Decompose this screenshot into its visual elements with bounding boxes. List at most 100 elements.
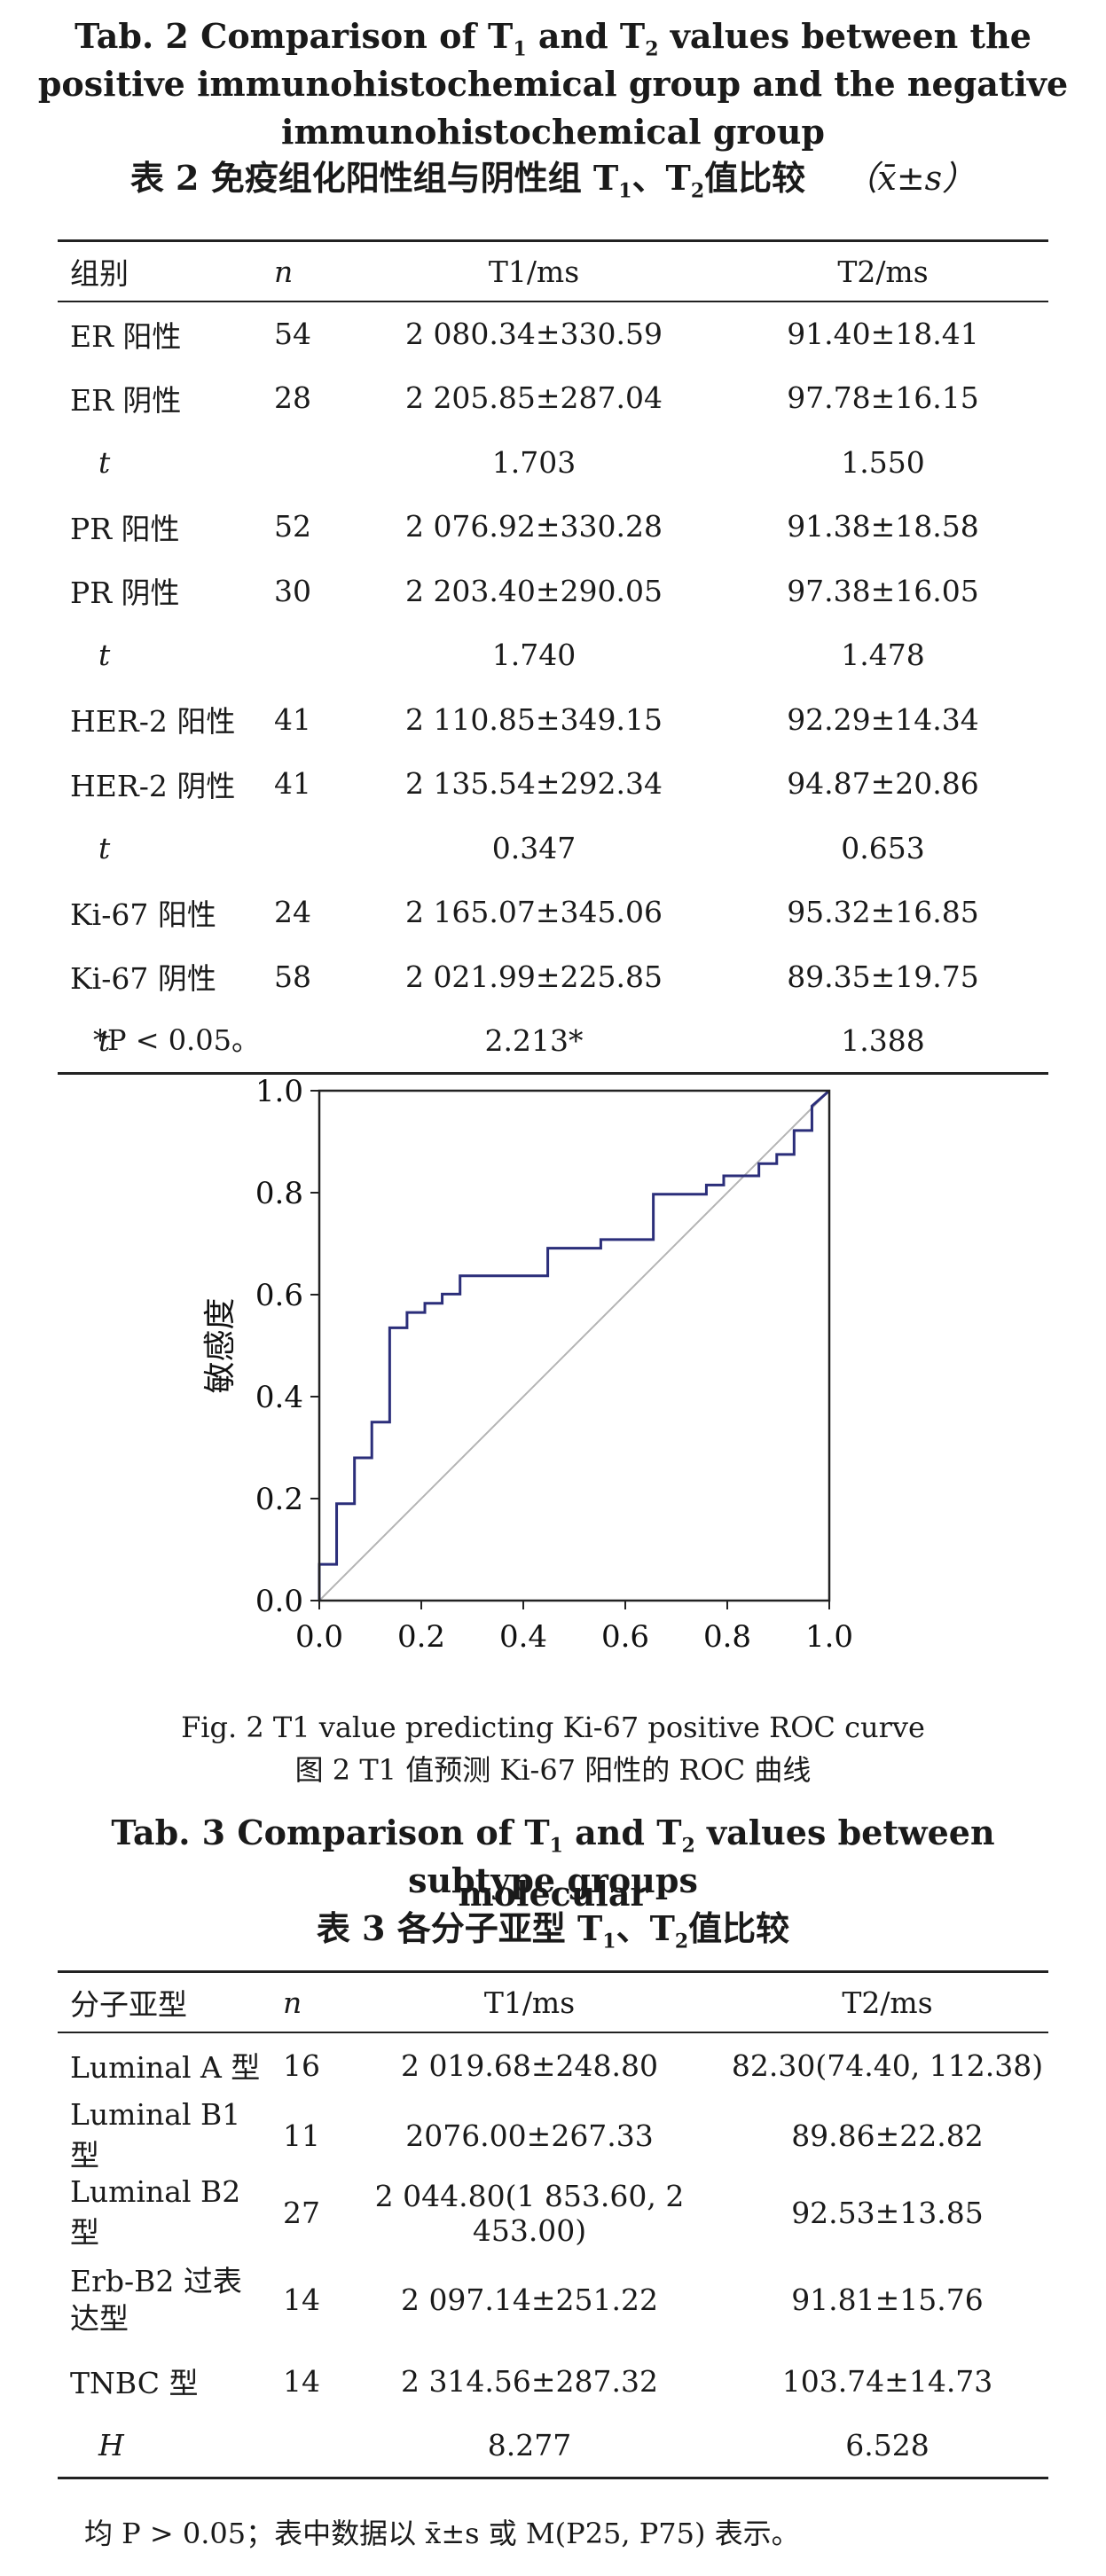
table3-cell-t1: 2076.00±267.33 bbox=[405, 2118, 654, 2153]
table2-cell-t1: 2.213* bbox=[484, 1022, 584, 1058]
roc-chart: 0.00.20.40.60.81.00.00.20.40.60.81.01-特异… bbox=[202, 1074, 851, 1655]
figure2-caption-zh: 图 2 T1 值预测 Ki-67 阳性的 ROC 曲线 bbox=[294, 1753, 812, 1787]
table2-footnote: *P < 0.05。 bbox=[93, 1023, 260, 1057]
table2-row: Ki-67 阳性 24 2 165.07±345.06 95.32±16.85 bbox=[58, 881, 1048, 945]
table3-footnote: 均 P > 0.05；表中数据以 x̄±s 或 M(P25, P75) 表示。 bbox=[84, 2517, 800, 2550]
table2-row: ER 阴性 28 2 205.85±287.04 97.78±16.15 bbox=[58, 366, 1048, 431]
roc-y-tick-label: 0.2 bbox=[255, 1482, 303, 1517]
table3-caption-en-line1: Tab. 3 Comparison of T1 and T2 values be… bbox=[111, 1813, 995, 1914]
roc-y-tick-label: 1.0 bbox=[255, 1074, 303, 1109]
table3-row: Luminal B1 型 11 2076.00±267.33 89.86±22.82 bbox=[58, 2097, 1048, 2174]
table2-cell-group: PR 阴性 bbox=[70, 575, 180, 611]
table2-cell-group: Ki-67 阳性 bbox=[70, 897, 216, 932]
table3-cell-t2: 91.81±15.76 bbox=[791, 2282, 984, 2318]
table2-cell-group: t bbox=[98, 1022, 111, 1058]
table2-cell-group: t bbox=[98, 830, 111, 865]
table2-cell-t2: 1.478 bbox=[841, 638, 925, 673]
roc-x-tick-label: 0.8 bbox=[703, 1619, 751, 1655]
table2-cell-t2: 97.78±16.15 bbox=[787, 380, 979, 416]
table2-caption-stat: （x̄±s） bbox=[843, 159, 977, 198]
table3-cell-group: Erb-B2 过表达型 bbox=[70, 2263, 242, 2336]
roc-x-tick-label: 0.2 bbox=[397, 1619, 445, 1655]
roc-x-tick-label: 0.0 bbox=[295, 1619, 343, 1655]
table2-row: Ki-67 阴性 58 2 021.99±225.85 89.35±19.75 bbox=[58, 944, 1048, 1009]
table3-header-t2: T2/ms bbox=[842, 1985, 933, 2020]
table3-cell-t1: 2 314.56±287.32 bbox=[400, 2363, 659, 2399]
table2-cell-t1: 0.347 bbox=[491, 830, 577, 865]
table2-cell-t1: 2 203.40±290.05 bbox=[404, 573, 663, 608]
table2-cell-group: ER 阴性 bbox=[70, 382, 182, 418]
table2-caption-zh: 表 2 免疫组化阳性组与阴性组 T1、T2值比较 （x̄±s） bbox=[129, 158, 977, 203]
table3-cell-group: H bbox=[98, 2427, 124, 2462]
table3-cell-t2: 103.74±14.73 bbox=[781, 2363, 993, 2399]
table3-cell-t2: 82.30(74.40, 112.38) bbox=[731, 2047, 1044, 2083]
table3-cell-t1: 2 097.14±251.22 bbox=[400, 2282, 659, 2318]
table3-cell-n: 14 bbox=[283, 2282, 320, 2318]
table3-caption-zh: 表 3 各分子亚型 T1、T2值比较 bbox=[316, 1908, 790, 1954]
table2-row: PR 阴性 30 2 203.40±290.05 97.38±16.05 bbox=[58, 559, 1048, 623]
table2-header-group: 组别 bbox=[70, 256, 129, 291]
roc-y-tick-label: 0.6 bbox=[255, 1278, 303, 1313]
table3-row: H 8.277 6.528 bbox=[58, 2414, 1048, 2478]
table3-row: Luminal B2 型 27 2 044.80(1 853.60, 2 453.0… bbox=[58, 2174, 1048, 2251]
table2-cell-t1: 2 135.54±292.34 bbox=[404, 766, 663, 802]
table3-header-n: n bbox=[283, 1985, 302, 2020]
table2-cell-t1: 2 080.34±330.59 bbox=[404, 317, 663, 352]
table3-cell-t1: 8.277 bbox=[487, 2427, 572, 2462]
table2-cell-t1: 2 205.85±287.04 bbox=[404, 380, 663, 416]
table3-cell-group: Luminal A 型 bbox=[70, 2050, 261, 2085]
table2-cell-t2: 95.32±16.85 bbox=[787, 895, 979, 930]
roc-y-tick-label: 0.4 bbox=[255, 1380, 303, 1415]
table3-cell-t1: 2 019.68±248.80 bbox=[400, 2047, 659, 2083]
table2-cell-group: ER 阳性 bbox=[70, 318, 182, 354]
table3-cell-n bbox=[271, 2414, 333, 2478]
table3-cell-n: 27 bbox=[283, 2196, 320, 2230]
roc-reference-line bbox=[318, 1090, 830, 1601]
table2-cell-group: t bbox=[98, 638, 111, 673]
table2-header-row: 组别 n T1/ms T2/ms bbox=[58, 240, 1048, 301]
table2-cell-n bbox=[262, 623, 350, 688]
table2-cell-t2: 1.550 bbox=[841, 444, 925, 480]
table3-row: TNBC 型 14 2 314.56±287.32 103.74±14.73 bbox=[58, 2349, 1048, 2414]
table2-row: HER-2 阴性 41 2 135.54±292.34 94.87±20.86 bbox=[58, 752, 1048, 817]
table2-cell-group: Ki-67 阴性 bbox=[70, 961, 216, 997]
roc-plot-frame bbox=[318, 1089, 831, 1602]
table2-row: ER 阳性 54 2 080.34±330.59 91.40±18.41 bbox=[58, 301, 1048, 366]
table3-cell-n: 14 bbox=[283, 2363, 320, 2399]
table2-header-n: n bbox=[274, 254, 294, 289]
table2-cell-t2: 91.40±18.41 bbox=[787, 317, 979, 352]
roc-x-tick-label: 0.6 bbox=[601, 1619, 649, 1655]
table2-cell-t1: 1.740 bbox=[491, 638, 577, 673]
table2-cell-t1: 2 021.99±225.85 bbox=[404, 959, 663, 994]
table3-header-t1: T1/ms bbox=[483, 1985, 576, 2020]
table2-cell-t1: 2 076.92±330.28 bbox=[404, 509, 663, 544]
table2-cell-group: HER-2 阴性 bbox=[70, 768, 236, 803]
table2-cell-t2: 92.29±14.34 bbox=[787, 701, 979, 737]
roc-y-axis-label: 敏感度 bbox=[202, 1297, 239, 1393]
table3-row: Luminal A 型 16 2 019.68±248.80 82.30(74.40,… bbox=[58, 2032, 1048, 2097]
table2-header-t1: T1/ms bbox=[488, 254, 580, 289]
table2-cell-t2: 94.87±20.86 bbox=[787, 766, 979, 802]
table2-cell-t2: 91.38±18.58 bbox=[787, 509, 979, 544]
table3-cell-t2: 89.86±22.82 bbox=[791, 2118, 984, 2153]
table2-cell-n bbox=[262, 816, 350, 881]
figure2-caption-en: Fig. 2 T1 value predicting Ki-67 positiv… bbox=[181, 1711, 925, 1744]
roc-y-tick-label: 0.0 bbox=[255, 1584, 303, 1619]
roc-x-tick-label: 1.0 bbox=[805, 1619, 851, 1655]
table2-row: PR 阳性 52 2 076.92±330.28 91.38±18.58 bbox=[58, 495, 1048, 560]
table3-cell-t2: 92.53±13.85 bbox=[791, 2196, 984, 2230]
table3-cell-t2: 6.528 bbox=[845, 2427, 930, 2462]
table2-cell-n: 28 bbox=[274, 380, 311, 416]
table2-cell-n: 41 bbox=[274, 766, 311, 802]
table2-caption-en-line2: positive immunohistochemical group and t… bbox=[37, 64, 1069, 104]
table2-row: t 1.740 1.478 bbox=[58, 623, 1048, 688]
table2-cell-n: 54 bbox=[274, 317, 311, 352]
table2-cell-n: 52 bbox=[274, 509, 311, 544]
table3: 分子亚型 n T1/ms T2/ms Luminal A 型 16 2 019.68… bbox=[58, 1970, 1048, 2479]
table2-cell-n: 41 bbox=[274, 701, 311, 737]
table2-cell-n bbox=[262, 430, 350, 495]
table2-cell-t2: 97.38±16.05 bbox=[787, 573, 979, 608]
table3-cell-n: 16 bbox=[283, 2047, 320, 2083]
roc-curve bbox=[318, 1089, 830, 1601]
table2-row: HER-2 阳性 41 2 110.85±349.15 92.29±14.34 bbox=[58, 687, 1048, 752]
